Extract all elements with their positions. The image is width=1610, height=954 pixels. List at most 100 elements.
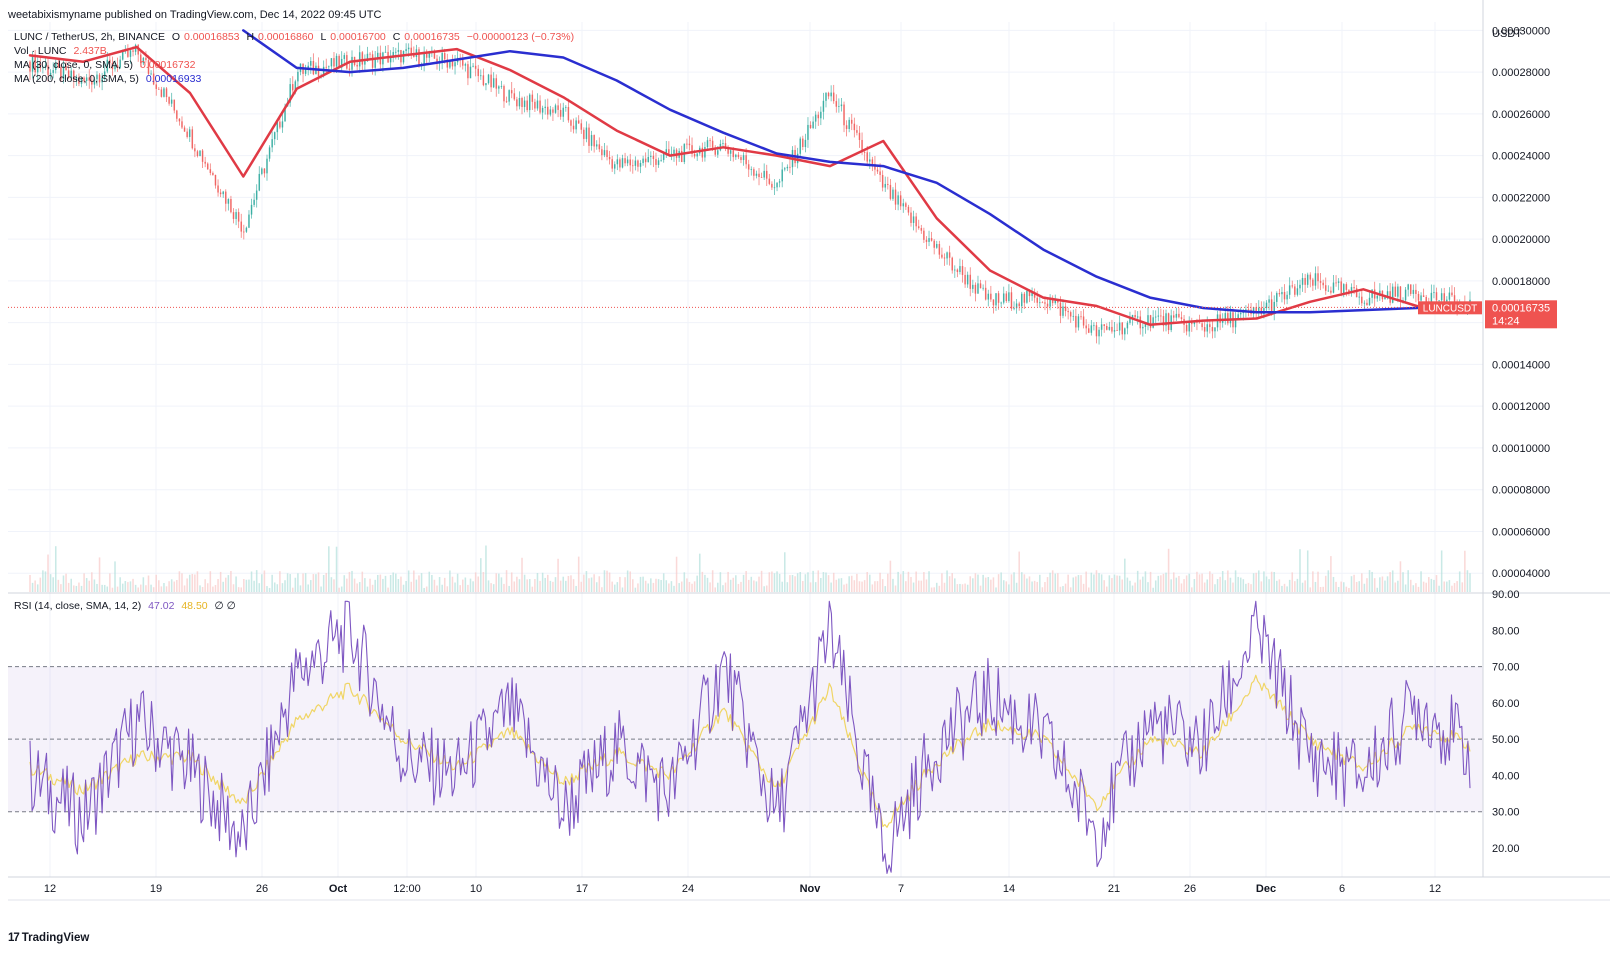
volume-bar	[1361, 573, 1363, 592]
volume-bar	[675, 556, 678, 592]
volume-bar	[451, 576, 454, 592]
volume-bar	[969, 576, 972, 592]
volume-bar	[943, 582, 946, 592]
candle-body	[304, 68, 307, 74]
candle-body	[1219, 314, 1221, 323]
volume-bar	[263, 570, 266, 592]
volume-bar	[964, 583, 966, 592]
candle-body	[572, 125, 575, 130]
volume-bar	[1234, 570, 1237, 592]
volume-bar	[1417, 586, 1420, 592]
volume-bar	[1461, 582, 1464, 592]
high-label: H	[246, 31, 255, 43]
candle-body	[763, 170, 765, 178]
volume-bar	[879, 572, 881, 592]
candle-body	[969, 274, 972, 289]
candle-body	[964, 274, 966, 285]
rsi-legend[interactable]: RSI (14, close, SMA, 14, 2) 47.02 48.50 …	[14, 599, 240, 613]
candle-body	[897, 195, 899, 205]
volume-bar	[150, 584, 152, 592]
candle-body	[1149, 315, 1152, 328]
volume-bar	[691, 583, 693, 592]
ma200-legend[interactable]: MA (200, close, 0, SMA, 5) 0.00016933	[14, 72, 205, 86]
volume-bar	[1046, 577, 1049, 592]
volume-bar	[261, 574, 263, 592]
volume-bar	[799, 572, 802, 592]
y-tick-label: 0.00004000	[1492, 568, 1550, 580]
volume-bar	[727, 571, 729, 592]
candle-body	[279, 121, 281, 128]
volume-legend[interactable]: Vol · LUNC 2.437B	[14, 44, 111, 58]
candle-body	[1276, 293, 1278, 302]
volume-bar	[1031, 581, 1033, 592]
volume-bar	[758, 576, 760, 592]
volume-bar	[454, 582, 456, 592]
candle-body	[933, 240, 935, 248]
candle-body	[1036, 297, 1038, 303]
volume-bar	[446, 586, 449, 592]
volume-bar	[1435, 575, 1438, 592]
volume-bar	[1245, 583, 1247, 592]
symbol-title[interactable]: LUNC / TetherUS, 2h, BINANCE	[14, 31, 165, 43]
volume-bar	[142, 577, 145, 592]
volume-bar	[603, 570, 606, 592]
candle-body	[995, 293, 997, 306]
candle-body	[619, 159, 621, 168]
volume-bar	[843, 584, 845, 592]
volume-bar	[119, 577, 121, 592]
candle-body	[248, 214, 250, 228]
price-badge-countdown: 14:24	[1492, 315, 1520, 327]
candle-body	[338, 55, 340, 68]
volume-bar	[941, 573, 943, 592]
candle-body	[575, 120, 577, 130]
tradingview-brand[interactable]: 17 TradingView	[8, 932, 89, 944]
volume-bar	[1152, 587, 1154, 592]
candle-body	[858, 132, 861, 140]
candle-body	[1363, 302, 1366, 304]
volume-bar	[966, 584, 969, 592]
volume-bar	[57, 579, 60, 592]
volume-bar	[1126, 577, 1129, 592]
candle-body	[696, 153, 698, 157]
volume-bar	[984, 577, 987, 592]
volume-bar	[585, 571, 588, 592]
candle-body	[804, 139, 807, 148]
volume-bar	[1281, 585, 1283, 592]
candle-body	[232, 212, 235, 219]
candle-body	[291, 84, 294, 91]
candle-body	[433, 50, 436, 59]
volume-bar	[1296, 578, 1299, 592]
volume-bar	[294, 577, 297, 592]
candle-body	[1018, 303, 1020, 307]
volume-bar	[982, 574, 984, 592]
volume-bar	[905, 581, 907, 592]
volume-bar	[541, 572, 544, 592]
volume-bar	[44, 571, 47, 592]
volume-bar	[1443, 581, 1446, 592]
volume-bar	[1100, 574, 1103, 592]
volume-bar	[959, 583, 961, 592]
candle-body	[1257, 307, 1260, 312]
candle-body	[52, 70, 54, 73]
candle-body	[31, 54, 34, 72]
volume-bar	[34, 580, 36, 592]
candle-body	[1111, 326, 1113, 332]
volume-bar	[523, 574, 526, 592]
candle-body	[1281, 292, 1283, 295]
candle-body	[778, 181, 781, 183]
candle-body	[830, 92, 832, 97]
ma30-legend[interactable]: MA (30, close, 0, SMA, 5) 0.00016732	[14, 58, 199, 72]
candle-body	[1214, 327, 1216, 332]
volume-bar	[840, 578, 843, 592]
candle-body	[941, 254, 943, 258]
candle-body	[1247, 309, 1250, 311]
volume-bar	[443, 577, 446, 592]
candle-body	[158, 88, 160, 90]
volume-bar	[1366, 578, 1368, 592]
volume-bar	[817, 570, 820, 592]
volume-bar	[925, 579, 928, 592]
candle-body	[547, 106, 549, 115]
candle-body	[1087, 328, 1090, 333]
candle-body	[1265, 302, 1268, 309]
